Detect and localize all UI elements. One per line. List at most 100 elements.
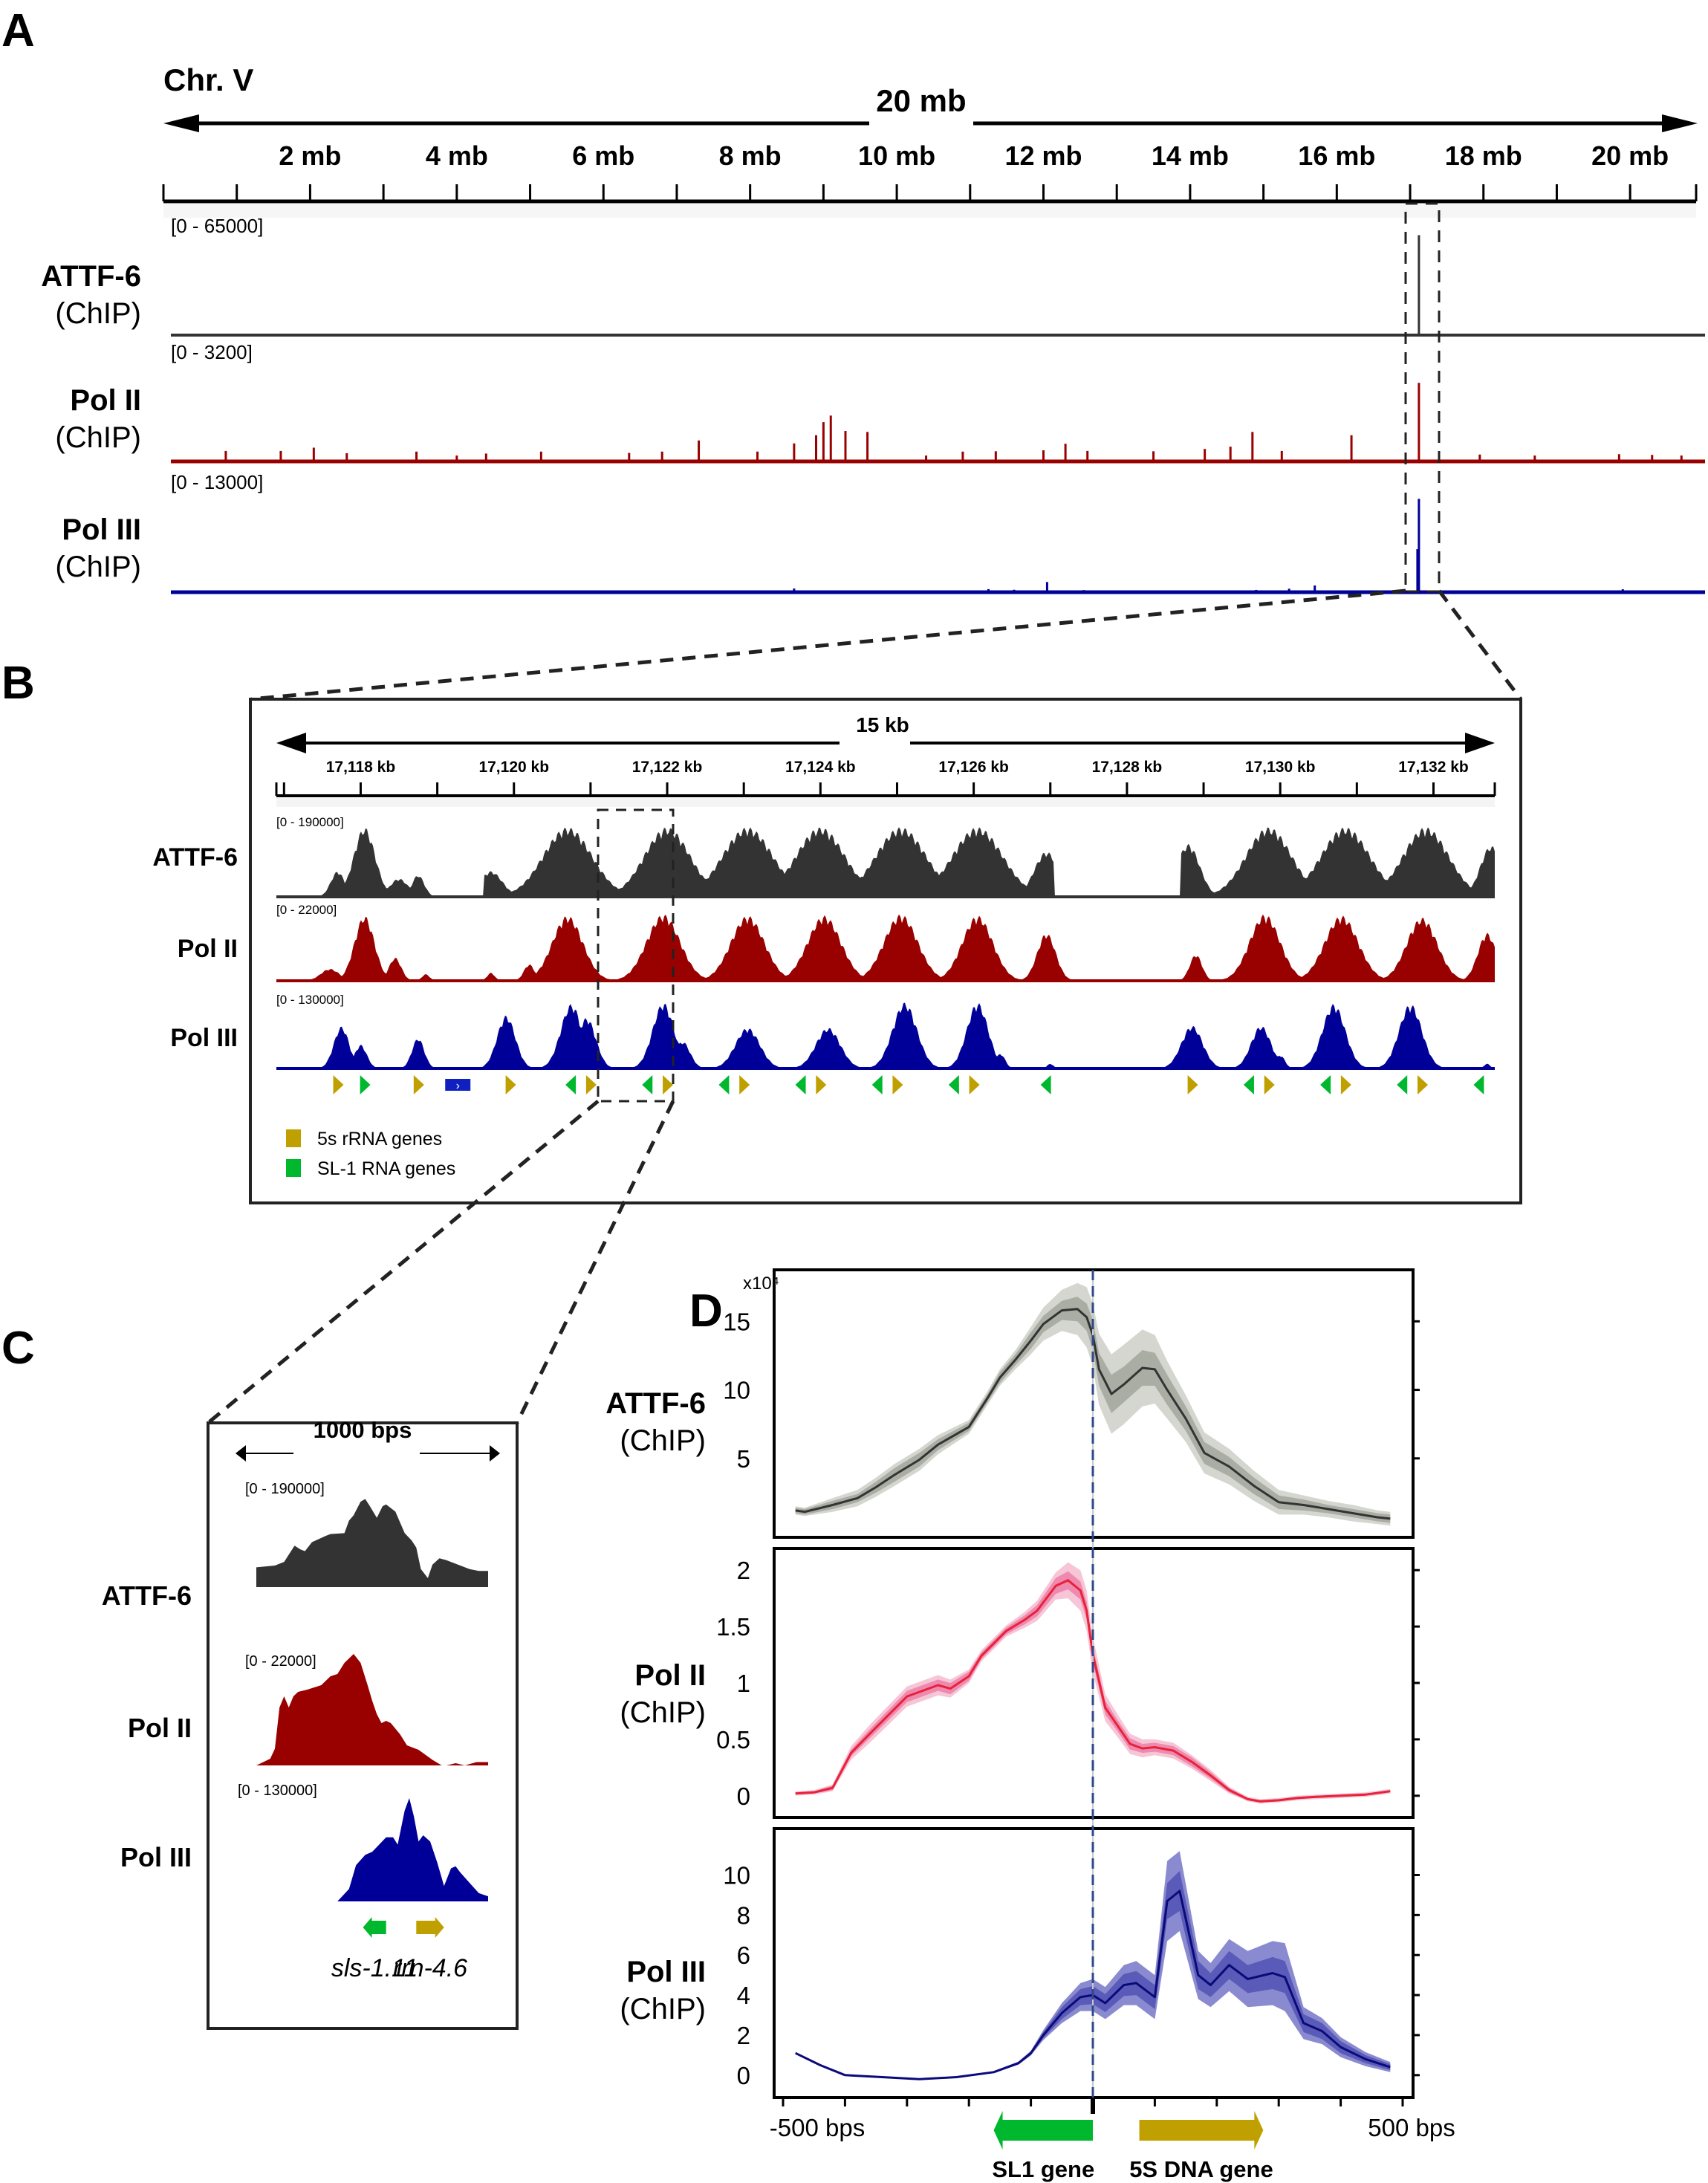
chromosome-label: Chr. V: [163, 62, 253, 97]
gene-annotation-track: ›: [333, 1075, 1484, 1094]
y-tick-label: 1: [737, 1670, 750, 1697]
panel-label-d: D: [689, 1285, 723, 1337]
rrna-5s-gene-arrow-icon: [739, 1075, 750, 1094]
panel-d: 5 10 15 x10⁴ ATTF-6 (ChIP) 0 0.5 1 1.5 2 Pol II (ChI…: [605, 1268, 1455, 2182]
ruler-tick-label: 17,118 kb: [326, 759, 395, 776]
y-tick-label: 2: [737, 1557, 750, 1584]
rrna-5s-gene-arrow-icon: [413, 1075, 424, 1094]
signal-area: [276, 914, 1495, 981]
sl1-gene-arrow-icon: [1320, 1075, 1331, 1094]
span-label: 20 mb: [876, 83, 966, 118]
track-range-label: [0 - 65000]: [171, 215, 263, 237]
sl1-gene-arrow-icon: [948, 1075, 959, 1094]
rrna-5s-gene-arrow-icon: [1418, 1075, 1429, 1094]
zoom-connector-a-b-left: [250, 588, 1406, 701]
sl1-gene-arrow-icon: [642, 1075, 653, 1094]
track-assay: (ChIP): [55, 551, 141, 583]
sl1-gene-arrow-icon: [993, 2111, 1093, 2150]
mean-signal-line: [795, 1308, 1391, 1520]
series-assay: (ChIP): [620, 1424, 706, 1457]
ruler-tick-label: 20 mb: [1591, 140, 1669, 171]
signal-area: [337, 1798, 488, 1901]
y-tick-label: 0: [737, 1783, 750, 1810]
track-name: Pol II: [128, 1713, 192, 1743]
arrow-left-icon: [163, 114, 199, 132]
chromosome-tracks: [0 - 65000] [0 - 3200] [0 - 13000]: [171, 202, 1705, 594]
rrna-5s-gene-arrow-icon: [969, 1075, 980, 1094]
rrna-5s-gene-arrow-icon: [1340, 1075, 1351, 1094]
locus-ruler: 15 kb 17,118 kb 17,120 kb 17,122 kb 17,124 k…: [275, 713, 1496, 807]
metaplot-0: 5 10 15 x10⁴ ATTF-6 (ChIP): [605, 1268, 1420, 1539]
confidence-band-inner: [795, 1871, 1391, 2080]
track-name: Pol III: [170, 1024, 238, 1052]
ruler-shade: [163, 204, 1696, 218]
sl1-gene-arrow-icon: [718, 1075, 730, 1094]
metaplot-2: 0 2 4 6 8 10 Pol III (ChIP): [620, 1827, 1420, 2099]
series-assay: (ChIP): [620, 1993, 706, 2025]
ruler-tick-label: 17,120 kb: [478, 759, 549, 776]
confidence-band-outer: [795, 1282, 1391, 1526]
ruler-tick-label: 17,132 kb: [1398, 759, 1469, 776]
track-range-label: [0 - 130000]: [238, 1783, 317, 1799]
sl1-gene-arrow-icon: [1473, 1075, 1484, 1094]
ruler-tick-label: 2 mb: [279, 140, 341, 171]
rrna-5s-gene-arrow-icon: [1187, 1075, 1198, 1094]
track-assay: (ChIP): [55, 297, 141, 330]
zoom-connector-a-b-right: [1438, 589, 1522, 701]
x-tick-label-end: 500 bps: [1368, 2114, 1455, 2141]
panel-c: 1000 bps [0 - 190000] ATTF-6 [0 - 22000] Pol…: [102, 1417, 519, 2030]
gene-block-other: [445, 1079, 471, 1091]
chromosome-ruler: 20 mb 2 mb 4 mb 6 mb 8 mb 10 mb 12 mb 14 mb 16 m…: [162, 83, 1698, 218]
sl1-gene-arrow-icon: [1243, 1075, 1254, 1094]
track-name: Pol III: [62, 513, 141, 546]
sl1-gene-arrow-icon: [1040, 1075, 1051, 1094]
sl1-gene-arrow-icon: [795, 1075, 806, 1094]
y-tick-label: 2: [737, 2022, 750, 2049]
sl1-gene-arrow-icon: [871, 1075, 883, 1094]
y-multiplier-label: x10⁴: [743, 1274, 779, 1294]
track-range-label: [0 - 190000]: [245, 1481, 325, 1497]
track-labels-b: ATTF-6 Pol II Pol III: [152, 843, 238, 1052]
selected-repeat-box: [597, 808, 675, 1103]
track-name: Pol II: [70, 384, 141, 417]
y-tick-label: 1.5: [716, 1613, 750, 1641]
ruler-tick-label: 12 mb: [1004, 140, 1082, 171]
signal-area: [256, 1499, 488, 1587]
ruler-tick-label: 17,128 kb: [1092, 759, 1163, 776]
track-name: ATTF-6: [102, 1580, 192, 1611]
ruler-tick-label: 10 mb: [858, 140, 935, 171]
arrow-left-icon: [276, 733, 306, 753]
zoom-connector-b-c-left: [207, 1100, 600, 1424]
legend-label: SL-1 RNA genes: [317, 1158, 455, 1179]
ruler-tick-label: 17,126 kb: [938, 759, 1009, 776]
series-assay: (ChIP): [620, 1696, 706, 1729]
panel-label-b: B: [1, 658, 35, 709]
ruler-tick-label: 17,124 kb: [785, 759, 856, 776]
track-range-label: [0 - 3200]: [171, 341, 253, 363]
series-name: ATTF-6: [605, 1387, 706, 1420]
panel-label-a: A: [1, 5, 35, 56]
ruler-tick-label: 17,130 kb: [1245, 759, 1316, 776]
track-name: ATTF-6: [41, 260, 141, 293]
arrow-left-icon: [236, 1445, 246, 1462]
gene-label: 5S DNA gene: [1129, 2156, 1273, 2182]
mean-signal-line: [795, 1890, 1391, 2080]
sl1-gene-arrow-icon: [565, 1075, 577, 1094]
track-name: Pol III: [120, 1842, 192, 1872]
panel-b-frame: [249, 698, 1522, 1204]
span-label: 15 kb: [856, 713, 909, 736]
track-assay: (ChIP): [55, 421, 141, 454]
track-range-label: [0 - 130000]: [276, 993, 344, 1007]
sl1-gene-arrow-icon: [363, 1917, 386, 1938]
signal-area: [276, 827, 1495, 897]
y-tick-label: 5: [737, 1445, 750, 1473]
rrna-5s-gene-arrow-icon: [1264, 1075, 1275, 1094]
sl1-gene-arrow-icon: [360, 1075, 371, 1094]
y-tick-label: 15: [723, 1308, 750, 1335]
zoom-connectors: [207, 588, 1522, 1424]
y-tick-label: 0.5: [716, 1726, 750, 1754]
panel-label-c: C: [1, 1323, 35, 1374]
track-name: Pol II: [178, 935, 238, 963]
rrna-5s-gene-arrow-icon: [333, 1075, 344, 1094]
gene-name: sls-1.11: [331, 1954, 418, 1982]
